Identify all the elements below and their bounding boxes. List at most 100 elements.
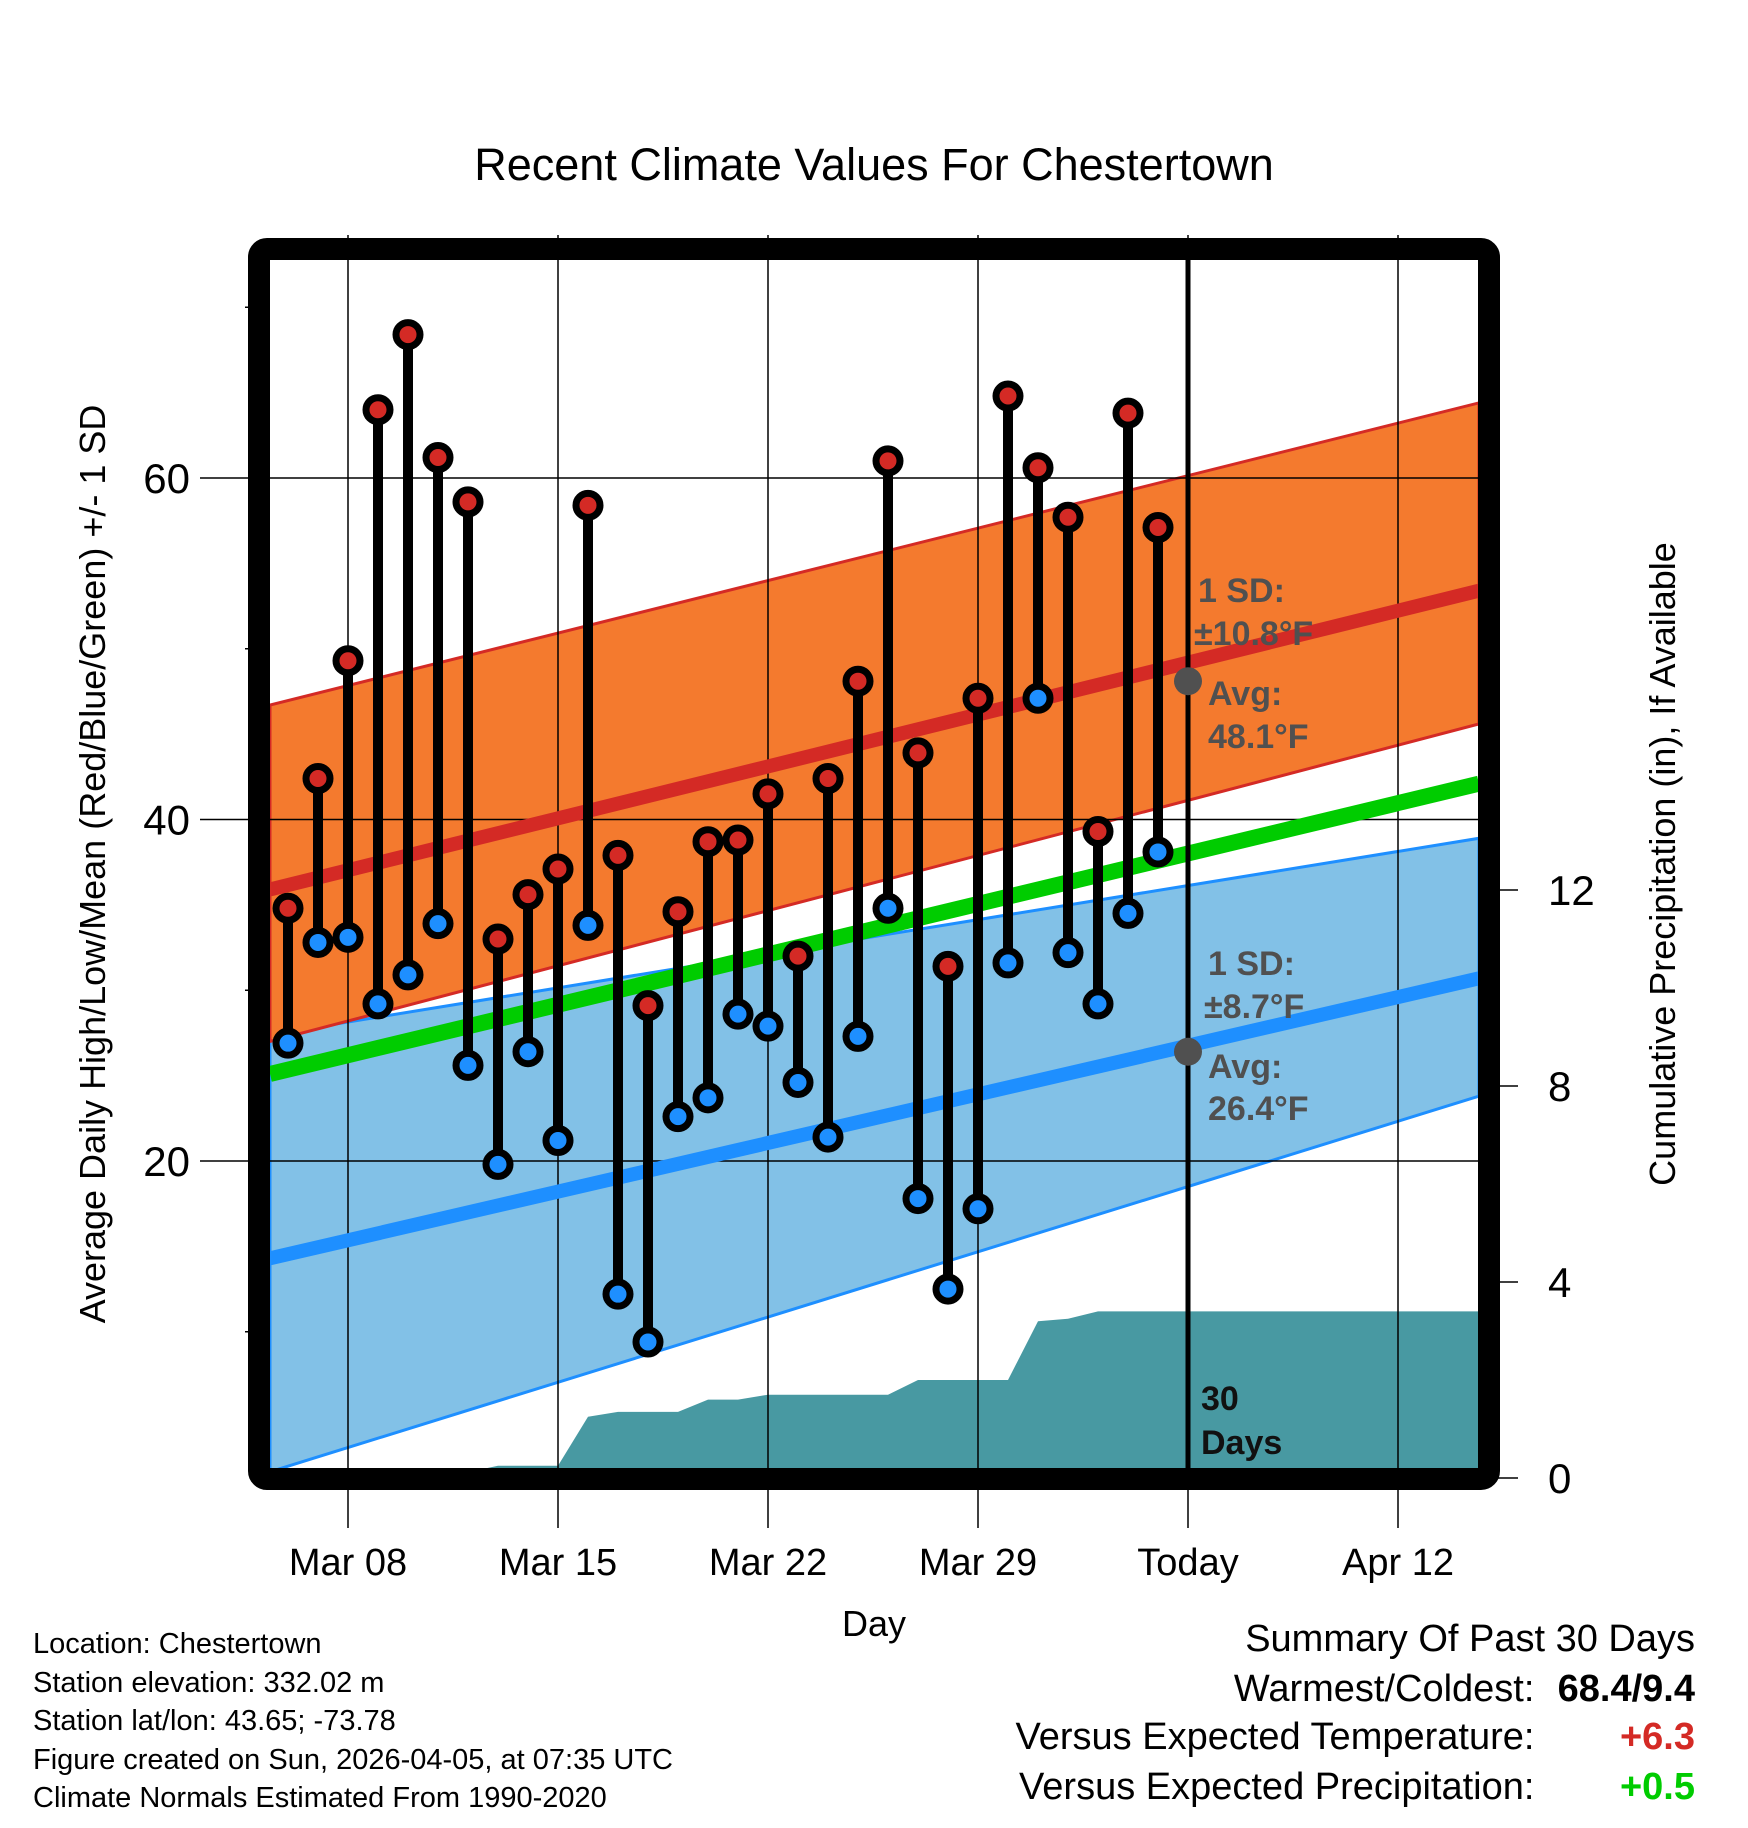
summary-precip: Versus Expected Precipitation: +0.5 xyxy=(1019,1766,1695,1809)
high-point xyxy=(482,923,514,955)
info-normals: Climate Normals Estimated From 1990-2020 xyxy=(33,1782,607,1814)
high-sd-label: 1 SD: xyxy=(1198,572,1285,610)
low-point xyxy=(932,1273,964,1305)
y2-tick-label: 8 xyxy=(1548,1063,1571,1110)
y-tick-label: 20 xyxy=(143,1138,190,1185)
x-tick-label: Today xyxy=(1137,1542,1238,1584)
summary-warmest: Warmest/Coldest: 68.4/9.4 xyxy=(1234,1668,1695,1711)
high-point xyxy=(1082,815,1114,847)
low-point xyxy=(392,959,424,991)
high-avg-label: Avg: xyxy=(1208,675,1282,713)
high-point xyxy=(422,442,454,474)
high-point xyxy=(842,665,874,697)
info-location: Location: Chestertown xyxy=(33,1628,322,1660)
high-point xyxy=(992,380,1024,412)
low-avg-marker xyxy=(1174,1037,1202,1066)
precip-area xyxy=(487,1311,1478,1468)
low-point xyxy=(812,1121,844,1153)
summary-temp: Versus Expected Temperature: +6.3 xyxy=(1016,1716,1695,1759)
summary-panel: Summary Of Past 30 Days Warmest/Coldest:… xyxy=(795,1618,1695,1828)
low-point xyxy=(872,892,904,924)
low-point xyxy=(962,1193,994,1225)
high-avg-value: 48.1°F xyxy=(1208,718,1309,756)
high-point xyxy=(392,319,424,351)
high-point xyxy=(1112,397,1144,429)
plot-frame xyxy=(248,238,1500,1490)
low-point xyxy=(332,921,364,953)
low-point xyxy=(302,926,334,958)
info-latlon: Station lat/lon: 43.65; -73.78 xyxy=(33,1705,396,1737)
low-point xyxy=(542,1125,574,1157)
low-avg-label: Avg: xyxy=(1208,1048,1282,1086)
high-point xyxy=(1052,501,1084,533)
low-point xyxy=(902,1183,934,1215)
high-point xyxy=(542,853,574,885)
high-avg-marker xyxy=(1174,667,1202,696)
low-point xyxy=(1142,836,1174,868)
low-point xyxy=(602,1278,634,1310)
x-axis-label: Day xyxy=(842,1603,906,1644)
y-tick-label: 60 xyxy=(143,455,190,502)
high-point xyxy=(872,445,904,477)
x-tick-label: Mar 15 xyxy=(499,1542,617,1584)
high-point xyxy=(512,879,544,911)
low-point xyxy=(662,1101,694,1133)
high-point xyxy=(1022,452,1054,484)
low-point xyxy=(992,947,1024,979)
low-point xyxy=(452,1049,484,1081)
low-point xyxy=(272,1027,304,1059)
low-sd-value: ±8.7°F xyxy=(1204,988,1304,1026)
summary-temp-value: +6.3 xyxy=(1619,1716,1695,1758)
x-tick-label: Mar 29 xyxy=(919,1542,1037,1584)
low-point xyxy=(512,1036,544,1068)
today-days-label: Days xyxy=(1201,1424,1282,1462)
high-point xyxy=(1142,512,1174,544)
info-created: Figure created on Sun, 2026-04-05, at 07… xyxy=(33,1743,673,1776)
low-point xyxy=(632,1326,664,1358)
y-tick-label: 40 xyxy=(143,797,190,844)
low-point xyxy=(1022,682,1054,714)
low-point xyxy=(722,998,754,1030)
high-point xyxy=(902,737,934,769)
high-point xyxy=(812,763,844,795)
low-point xyxy=(482,1148,514,1180)
low-sd-label: 1 SD: xyxy=(1208,945,1295,983)
x-tick-label: Mar 22 xyxy=(709,1542,827,1584)
high-point xyxy=(602,839,634,871)
high-sd-band xyxy=(270,401,1478,1044)
high-point xyxy=(332,645,364,677)
high-point xyxy=(932,950,964,982)
summary-warmest-label: Warmest/Coldest: xyxy=(1233,1668,1535,1710)
today-days-label: 30 xyxy=(1201,1380,1239,1418)
low-point xyxy=(692,1082,724,1114)
summary-warmest-value: 68.4/9.4 xyxy=(1557,1668,1695,1710)
low-point xyxy=(1112,897,1144,929)
low-point xyxy=(752,1010,784,1042)
high-point xyxy=(662,896,694,928)
x-tick-label: Apr 12 xyxy=(1342,1542,1454,1584)
high-point xyxy=(692,826,724,858)
high-point xyxy=(272,892,304,924)
high-point xyxy=(362,394,394,426)
high-sd-value: ±10.8°F xyxy=(1194,615,1313,653)
low-point xyxy=(422,908,454,940)
y2-axis-label: Cumulative Precipitation (in), If Availa… xyxy=(1642,542,1683,1186)
high-point xyxy=(302,763,334,795)
low-point xyxy=(1052,937,1084,969)
high-point xyxy=(782,940,814,972)
station-info: Location: Chestertown Station elevation:… xyxy=(33,1625,673,1818)
summary-precip-value: +0.5 xyxy=(1619,1766,1695,1808)
low-point xyxy=(1082,988,1114,1020)
y-axis-label: Average Daily High/Low/Mean (Red/Blue/Gr… xyxy=(72,405,113,1324)
high-point xyxy=(752,778,784,810)
x-tick-label: Mar 08 xyxy=(289,1542,407,1584)
normal-low-line xyxy=(270,971,1478,1266)
summary-temp-label: Versus Expected Temperature: xyxy=(1015,1716,1535,1758)
y2-tick-label: 12 xyxy=(1548,867,1595,914)
low-point xyxy=(782,1066,814,1098)
low-avg-value: 26.4°F xyxy=(1208,1090,1309,1128)
y2-tick-label: 0 xyxy=(1548,1455,1571,1502)
high-point xyxy=(722,824,754,856)
info-elevation: Station elevation: 332.02 m xyxy=(33,1666,385,1699)
